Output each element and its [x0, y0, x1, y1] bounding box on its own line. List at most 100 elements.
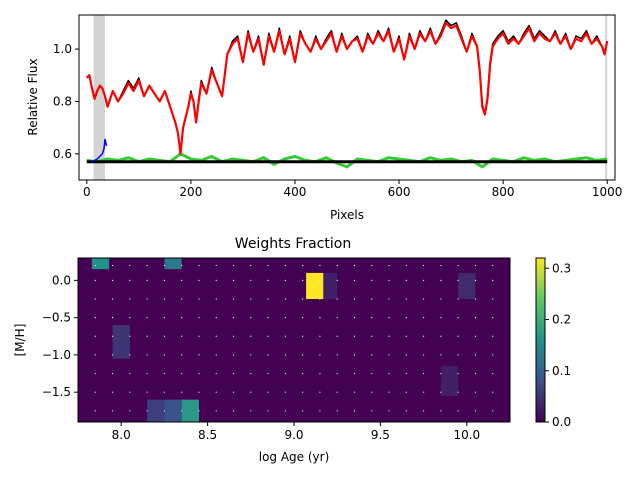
- grid-point: [492, 335, 494, 337]
- grid-point: [388, 279, 390, 281]
- grid-point: [457, 354, 459, 356]
- grid-point: [405, 410, 407, 412]
- grid-point: [284, 298, 286, 300]
- grid-point: [492, 317, 494, 319]
- grid-point: [388, 298, 390, 300]
- weights-panel: Weights Fraction 8.0 8.5 9.0 9.5 10.0 0.0 −0.…: [13, 236, 571, 464]
- grid-point: [94, 335, 96, 337]
- grid-point: [181, 372, 183, 375]
- grid-point: [457, 335, 459, 337]
- grid-point: [423, 391, 425, 393]
- grid-point: [94, 279, 96, 281]
- grid-point: [319, 317, 321, 319]
- grid-point: [284, 372, 286, 375]
- grid-point: [371, 391, 373, 393]
- grid-point: [94, 298, 96, 300]
- grid-point: [146, 354, 148, 356]
- grid-point: [163, 410, 165, 412]
- spectrum-y-tick-label: 1.0: [53, 42, 72, 56]
- grid-point: [163, 354, 165, 356]
- grid-point: [388, 410, 390, 412]
- grid-point: [111, 391, 114, 393]
- grid-point: [371, 354, 373, 356]
- grid-point: [353, 391, 356, 393]
- grid-point: [440, 335, 442, 337]
- heatmap-y-tick-label: −0.5: [42, 311, 71, 325]
- spectrum-x-tick-label: 800: [492, 185, 515, 199]
- heatmap-y-tick-label: −1.0: [42, 348, 71, 362]
- grid-point: [302, 354, 304, 356]
- grid-point: [94, 391, 96, 393]
- spectrum-axes-frame: [78, 14, 616, 181]
- spectrum-y-ticks: 0.6 0.8 1.0: [53, 42, 79, 161]
- grid-point: [457, 298, 459, 300]
- grid-point: [146, 335, 148, 337]
- grid-point: [267, 298, 269, 300]
- grid-point: [198, 354, 200, 356]
- grid-point: [388, 264, 390, 267]
- grid-point: [215, 264, 217, 267]
- grid-point: [232, 335, 235, 337]
- heatmap-cell: [458, 272, 476, 299]
- masked-region-0: [93, 15, 106, 180]
- grid-point: [457, 391, 459, 393]
- grid-point: [146, 372, 148, 375]
- grid-point: [215, 372, 217, 375]
- grid-point: [371, 372, 373, 375]
- grid-point: [319, 410, 321, 412]
- grid-point: [457, 410, 459, 412]
- grid-point: [302, 372, 304, 375]
- grid-point: [267, 335, 269, 337]
- grid-point: [146, 298, 148, 300]
- heatmap-cell: [164, 258, 182, 270]
- grid-point: [232, 410, 235, 412]
- grid-point: [111, 410, 114, 412]
- grid-point: [250, 298, 252, 300]
- grid-point: [405, 264, 407, 267]
- grid-point: [440, 410, 442, 412]
- grid-point: [405, 335, 407, 337]
- grid-point: [371, 335, 373, 337]
- grid-point: [336, 264, 338, 267]
- masked-fit-line: [91, 138, 108, 163]
- grid-point: [250, 372, 252, 375]
- colorbar-tick-label: 0.0: [552, 415, 571, 429]
- grid-point: [284, 279, 286, 281]
- grid-point: [129, 391, 131, 393]
- grid-point: [474, 317, 477, 319]
- grid-point: [163, 298, 165, 300]
- grid-point: [163, 391, 165, 393]
- grid-point: [423, 335, 425, 337]
- grid-point: [94, 264, 96, 267]
- grid-point: [319, 264, 321, 267]
- colorbar-tick-label: 0.2: [552, 313, 571, 327]
- grid-point: [111, 317, 114, 319]
- grid-point: [440, 298, 442, 300]
- grid-point: [129, 298, 131, 300]
- grid-point: [405, 372, 407, 375]
- grid-point: [163, 317, 165, 319]
- grid-point: [232, 317, 235, 319]
- grid-point: [215, 335, 217, 337]
- grid-point: [492, 410, 494, 412]
- grid-point: [492, 372, 494, 375]
- heatmap-cell: [91, 258, 110, 270]
- grid-point: [302, 317, 304, 319]
- heatmap-x-ticks: 8.0 8.5 9.0 9.5 10.0: [112, 422, 480, 442]
- grid-point: [319, 298, 321, 300]
- spectrum-x-ticks: 0 200 400 600 800 1000: [83, 180, 622, 199]
- heatmap-x-tick-label: 10.0: [453, 428, 480, 442]
- grid-point: [302, 391, 304, 393]
- grid-point: [284, 335, 286, 337]
- grid-point: [319, 335, 321, 337]
- grid-point: [474, 264, 477, 267]
- grid-point: [215, 391, 217, 393]
- grid-point: [198, 298, 200, 300]
- heatmap-y-tick-label: 0.0: [52, 273, 71, 287]
- spectrum-x-tick-label: 600: [388, 185, 411, 199]
- spectrum-x-axis-label: Pixels: [330, 208, 364, 222]
- grid-point: [440, 279, 442, 281]
- colorbar-ticks: 0.0 0.1 0.2 0.3: [545, 261, 571, 429]
- grid-point: [474, 298, 477, 300]
- observed-spectrum-line: [86, 19, 608, 152]
